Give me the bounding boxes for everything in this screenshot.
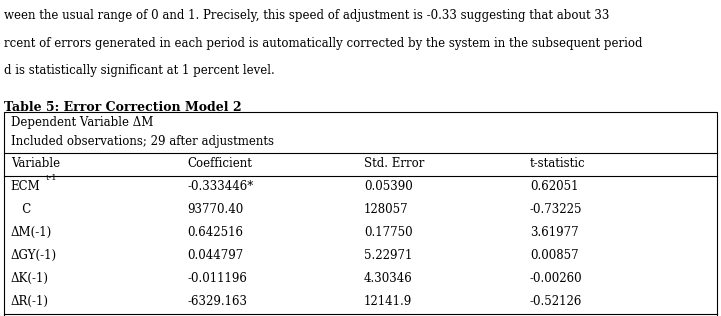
Text: ween the usual range of 0 and 1. Precisely, this speed of adjustment is -0.33 su: ween the usual range of 0 and 1. Precise… — [4, 9, 609, 22]
Text: 4.30346: 4.30346 — [364, 272, 413, 285]
Text: -6329.163: -6329.163 — [187, 295, 247, 308]
Text: Table 5: Error Correction Model 2: Table 5: Error Correction Model 2 — [4, 101, 242, 114]
Text: 0.17750: 0.17750 — [364, 226, 412, 239]
Text: Included observations; 29 after adjustments: Included observations; 29 after adjustme… — [11, 135, 274, 148]
Text: 0.62051: 0.62051 — [530, 180, 578, 193]
Text: 0.642516: 0.642516 — [187, 226, 244, 239]
Text: Variable: Variable — [11, 157, 60, 170]
Text: Std. Error: Std. Error — [364, 157, 425, 170]
Text: ΔR(-1): ΔR(-1) — [11, 295, 49, 308]
Text: -0.73225: -0.73225 — [530, 203, 583, 216]
Text: 93770.40: 93770.40 — [187, 203, 244, 216]
Text: d is statistically significant at 1 percent level.: d is statistically significant at 1 perc… — [4, 64, 275, 77]
Text: -0.011196: -0.011196 — [187, 272, 247, 285]
Text: -0.333446*: -0.333446* — [187, 180, 254, 193]
Text: 0.05390: 0.05390 — [364, 180, 413, 193]
Text: ECM: ECM — [11, 180, 40, 193]
Text: ΔGY(-1): ΔGY(-1) — [11, 249, 57, 262]
Text: 12141.9: 12141.9 — [364, 295, 412, 308]
Text: Coefficient: Coefficient — [187, 157, 252, 170]
Text: 5.22971: 5.22971 — [364, 249, 412, 262]
Text: -0.00260: -0.00260 — [530, 272, 583, 285]
Text: ΔM(-1): ΔM(-1) — [11, 226, 52, 239]
Bar — [4, 112, 717, 316]
Text: 128057: 128057 — [364, 203, 409, 216]
Text: -0.52126: -0.52126 — [530, 295, 583, 308]
Text: C: C — [11, 203, 31, 216]
Text: ΔK(-1): ΔK(-1) — [11, 272, 49, 285]
Text: rcent of errors generated in each period is automatically corrected by the syste: rcent of errors generated in each period… — [4, 37, 642, 50]
Text: Dependent Variable ΔM: Dependent Variable ΔM — [11, 116, 153, 129]
Text: 3.61977: 3.61977 — [530, 226, 578, 239]
Text: t-1: t-1 — [45, 174, 57, 182]
Text: 0.00857: 0.00857 — [530, 249, 578, 262]
Text: 0.044797: 0.044797 — [187, 249, 244, 262]
Text: t-statistic: t-statistic — [530, 157, 585, 170]
